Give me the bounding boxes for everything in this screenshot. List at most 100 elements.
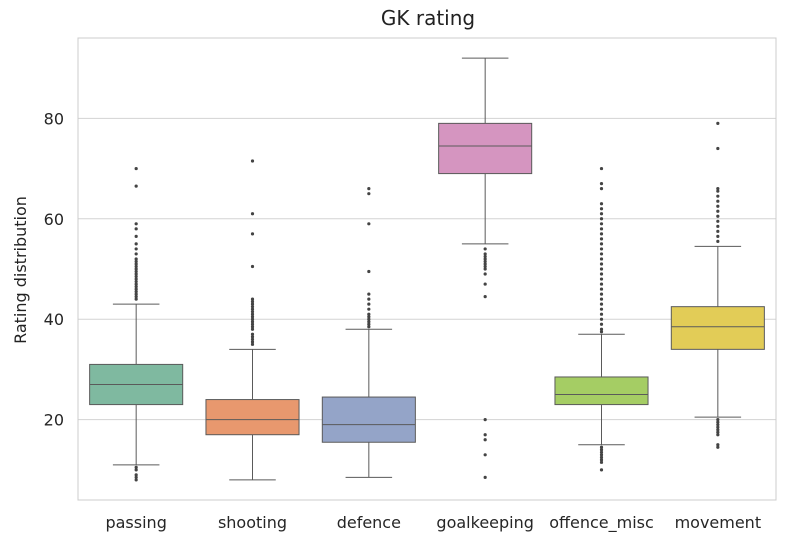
- outlier-point: [599, 212, 604, 216]
- outlier-point: [134, 287, 138, 291]
- x-category-label: shooting: [218, 513, 287, 532]
- outlier-point: [599, 330, 604, 334]
- outlier-point: [250, 335, 255, 339]
- outlier-point: [599, 187, 604, 191]
- outlier-point: [483, 252, 487, 256]
- outlier-point: [483, 295, 487, 299]
- outlier-point: [134, 222, 138, 226]
- outlier-point: [599, 222, 604, 226]
- outlier-point: [716, 418, 720, 422]
- outlier-point: [599, 327, 604, 331]
- x-category-labels: passing shooting defence goalkeeping offence…: [105, 513, 761, 533]
- grid-lines: [78, 117, 776, 421]
- outlier-point: [599, 207, 604, 211]
- outlier-point: [599, 217, 604, 221]
- outlier-point: [367, 192, 371, 196]
- outlier-point: [599, 297, 604, 301]
- outlier-point: [599, 232, 604, 236]
- outlier-point: [716, 189, 720, 193]
- box-defence: [321, 187, 416, 478]
- outlier-point: [134, 284, 138, 289]
- outlier-point: [250, 320, 255, 324]
- outlier-point: [483, 272, 487, 276]
- outlier-point: [134, 257, 138, 261]
- outlier-point: [250, 159, 255, 163]
- outlier-point: [599, 453, 604, 457]
- outlier-point: [716, 121, 720, 125]
- outlier-point: [716, 420, 720, 424]
- outlier-point: [599, 287, 604, 291]
- outlier-point: [716, 423, 720, 427]
- y-tick-label: 80: [44, 109, 64, 128]
- outlier-point: [134, 267, 138, 271]
- outlier-point: [483, 262, 487, 266]
- outlier-point: [599, 282, 604, 286]
- outlier-point: [716, 187, 720, 191]
- outlier-point: [250, 332, 255, 336]
- outlier-point: [134, 234, 138, 238]
- outlier-point: [250, 342, 255, 346]
- outlier-point: [599, 277, 604, 281]
- outlier-point: [483, 418, 487, 422]
- outlier-point: [599, 166, 604, 171]
- outlier-point: [250, 317, 255, 321]
- outlier-point: [134, 264, 138, 269]
- outlier-point: [599, 455, 604, 459]
- outlier-point: [250, 302, 255, 306]
- outlier-point: [716, 199, 720, 203]
- outlier-point: [134, 247, 138, 251]
- outlier-point: [134, 269, 138, 274]
- box-goalkeeping: [438, 57, 533, 480]
- outlier-point: [134, 242, 138, 246]
- box-passing: [89, 166, 184, 482]
- outlier-point: [134, 279, 138, 284]
- plot-frame: [77, 37, 777, 501]
- outlier-point: [134, 277, 138, 281]
- outlier-point: [134, 184, 138, 188]
- outlier-point: [599, 458, 604, 462]
- outlier-point: [599, 460, 604, 464]
- outlier-point: [599, 312, 604, 316]
- outlier-point: [716, 219, 720, 223]
- outlier-point: [250, 264, 255, 269]
- y-tick-labels: 20 40 60 80: [44, 109, 64, 429]
- outlier-point: [599, 307, 604, 311]
- outlier-point: [250, 310, 255, 314]
- outlier-point: [599, 468, 604, 472]
- outlier-point: [250, 312, 255, 316]
- outlier-point: [134, 252, 138, 256]
- outlier-point: [716, 428, 720, 432]
- x-category-label: movement: [675, 513, 762, 532]
- outlier-point: [716, 229, 720, 233]
- outlier-point: [134, 262, 138, 266]
- outlier-point: [250, 337, 255, 341]
- outlier-point: [134, 295, 138, 299]
- outlier-point: [483, 257, 487, 261]
- outlier-point: [483, 264, 487, 269]
- outlier-point: [250, 300, 255, 304]
- box-shooting: [205, 159, 300, 481]
- outlier-point: [367, 269, 371, 274]
- outlier-point: [134, 166, 138, 171]
- outlier-point: [367, 320, 371, 324]
- outlier-point: [134, 292, 138, 296]
- outlier-point: [367, 187, 371, 191]
- outlier-point: [483, 259, 487, 264]
- outlier-point: [367, 317, 371, 321]
- outlier-point: [716, 443, 720, 447]
- outlier-point: [134, 282, 138, 286]
- outlier-point: [367, 292, 371, 296]
- outlier-point: [599, 445, 604, 449]
- outlier-point: [483, 433, 487, 437]
- outlier-point: [716, 234, 720, 238]
- y-axis-label: Rating distribution: [11, 196, 30, 344]
- outlier-point: [599, 262, 604, 266]
- outlier-point: [599, 302, 604, 306]
- outlier-point: [367, 222, 371, 226]
- outlier-point: [599, 292, 604, 296]
- outlier-point: [134, 297, 138, 301]
- outlier-point: [134, 465, 138, 469]
- outlier-point: [483, 254, 487, 259]
- outlier-point: [716, 433, 720, 437]
- outlier-point: [250, 305, 255, 309]
